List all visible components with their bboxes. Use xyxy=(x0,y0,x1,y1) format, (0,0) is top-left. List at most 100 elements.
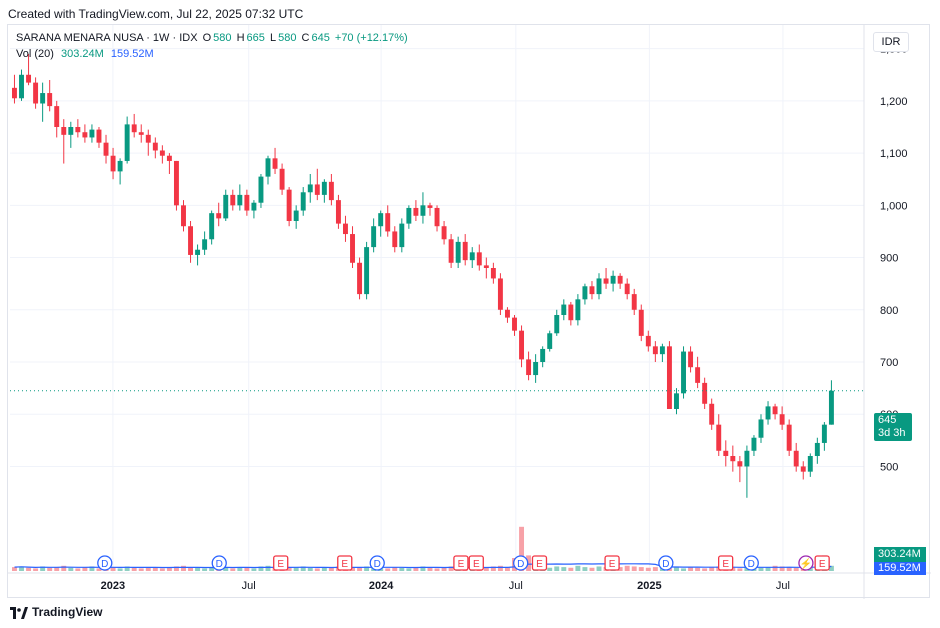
candle-body xyxy=(828,390,834,425)
candle-body xyxy=(596,278,602,295)
volume-bar xyxy=(497,565,503,571)
candle-body xyxy=(547,333,553,349)
candle-body xyxy=(293,210,299,221)
candle-body xyxy=(413,207,419,216)
candle-body xyxy=(490,268,496,279)
candle-body xyxy=(335,200,341,224)
volume-bar xyxy=(582,567,588,571)
candle-body xyxy=(617,275,623,284)
tradingview-logo-icon xyxy=(10,606,28,619)
candle-body xyxy=(427,205,433,208)
volume-bar xyxy=(681,568,686,571)
candle-body xyxy=(19,74,24,99)
volume-bar xyxy=(688,567,694,571)
earnings-event-label: E xyxy=(536,559,543,570)
earnings-event-icon xyxy=(531,555,548,571)
symbol-label[interactable]: SARANA MENARA NUSA · 1W · IDX xyxy=(16,32,198,44)
volume-bar xyxy=(195,567,201,571)
candle-body xyxy=(779,414,785,425)
volume-bar xyxy=(519,526,525,571)
candle-body xyxy=(441,226,447,240)
volume-bar xyxy=(138,568,144,571)
candle-body xyxy=(371,226,377,248)
candle-body xyxy=(807,456,813,472)
volume-bar xyxy=(568,567,574,571)
high-value: 665 xyxy=(246,32,265,44)
candle-body xyxy=(652,346,658,355)
footer-brand[interactable]: TradingView xyxy=(10,605,102,619)
volume-bar xyxy=(350,567,355,571)
volume-bar xyxy=(427,567,433,571)
candle-body xyxy=(286,189,292,221)
volume-bar xyxy=(152,567,158,571)
high-label: H xyxy=(236,32,245,44)
close-value: 645 xyxy=(311,32,330,44)
earnings-event-icon xyxy=(814,555,830,571)
open-value: 580 xyxy=(213,32,232,44)
volume-bar xyxy=(321,567,327,571)
volume-bar xyxy=(828,565,834,571)
earnings-event-label: E xyxy=(609,559,616,570)
split-event-label: ⚡ xyxy=(800,557,812,570)
dividend-event-label: D xyxy=(748,559,755,570)
candle-body xyxy=(448,239,454,263)
volume-label[interactable]: Vol (20) xyxy=(16,48,54,60)
candle-body xyxy=(737,461,743,467)
volume-bar xyxy=(40,566,46,571)
candle-body xyxy=(666,346,672,409)
volume-ma-badge: 159.52M xyxy=(874,562,926,575)
volume-bar xyxy=(434,568,440,571)
volume-bar xyxy=(89,566,95,571)
volume-bar xyxy=(674,567,679,571)
candle-body xyxy=(786,424,792,451)
candle-body xyxy=(216,213,222,219)
volume-bar xyxy=(173,566,179,571)
volume-bar xyxy=(413,567,419,571)
candlestick-chart[interactable]: 5006007008009001,0001,1001,2001,3002023J… xyxy=(8,25,931,599)
volume-bar xyxy=(645,567,651,571)
candle-body xyxy=(455,241,461,263)
candle-body xyxy=(582,286,588,300)
x-tick-label: Jul xyxy=(242,580,256,592)
volume-bar xyxy=(230,568,236,571)
volume-bar xyxy=(554,566,560,571)
volume-bar xyxy=(385,568,391,571)
candle-body xyxy=(237,194,243,206)
volume-bar xyxy=(26,567,32,571)
volume-bar xyxy=(490,566,496,571)
candle-body xyxy=(300,192,306,211)
candle-body xyxy=(659,346,665,355)
earnings-event-icon xyxy=(273,555,289,571)
chart-panel[interactable]: 5006007008009001,0001,1001,2001,3002023J… xyxy=(7,24,931,599)
open-label: O xyxy=(202,32,212,44)
dividend-event-icon xyxy=(211,555,227,571)
volume-value: 303.24M xyxy=(60,48,104,60)
currency-button[interactable]: IDR xyxy=(873,32,909,52)
volume-bar xyxy=(110,567,116,571)
candle-body xyxy=(195,249,201,255)
candle-body xyxy=(504,309,510,318)
volume-bar xyxy=(19,566,24,571)
y-tick-label: 1,200 xyxy=(880,96,908,108)
last-price-badge: 645 3d 3h xyxy=(874,413,912,441)
volume-bar xyxy=(702,568,708,571)
candle-body xyxy=(589,286,595,295)
last-price: 645 xyxy=(878,414,897,426)
candle-body xyxy=(328,181,334,201)
volume-bar xyxy=(420,566,426,571)
candle-body xyxy=(814,442,820,456)
candle-body xyxy=(357,262,363,295)
volume-bar xyxy=(258,566,264,571)
candle-body xyxy=(406,207,412,224)
candle-body xyxy=(695,367,701,383)
volume-bar xyxy=(12,567,17,571)
volume-bar xyxy=(223,567,229,571)
volume-bar xyxy=(33,568,39,571)
dividend-event-icon xyxy=(513,555,529,571)
chart-caption: Created with TradingView.com, Jul 22, 20… xyxy=(8,7,304,21)
y-tick-label: 1,000 xyxy=(880,200,908,212)
dividend-event-icon xyxy=(658,555,674,571)
y-tick-label: 900 xyxy=(880,253,898,265)
candle-body xyxy=(166,155,172,161)
earnings-event-icon xyxy=(718,555,734,571)
